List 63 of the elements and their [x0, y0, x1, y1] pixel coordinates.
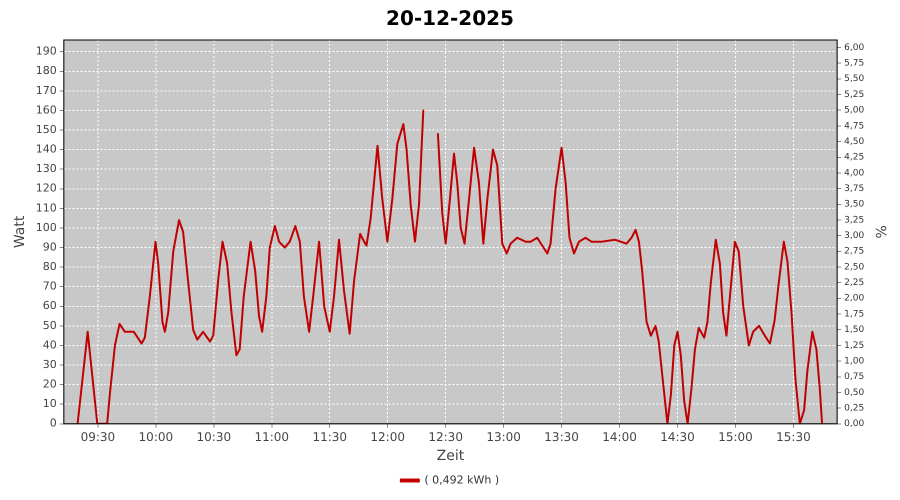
- y-tick-label: 170: [36, 84, 57, 97]
- x-axis-title: Zeit: [436, 448, 465, 464]
- x-tick-label: 09:30: [80, 430, 116, 444]
- y-tick-label: 0: [50, 416, 57, 430]
- x-tick-label: 14:00: [602, 430, 637, 444]
- y2-tick-label: 1,25: [844, 340, 864, 351]
- y2-tick-label: 6,00: [844, 42, 864, 53]
- y-tick-label: 10: [42, 397, 57, 410]
- x-tick-label: 11:00: [254, 430, 290, 444]
- y-tick-label: 70: [42, 280, 57, 293]
- y2-tick-label: 5,50: [844, 74, 864, 84]
- y2-tick-label: 4,50: [844, 136, 864, 147]
- x-tick-label: 13:30: [544, 430, 579, 444]
- y2-tick-label: 5,00: [844, 106, 864, 116]
- legend-label: ( 0,492 kWh ): [424, 473, 500, 486]
- y2-tick-label: 4,00: [844, 168, 864, 178]
- y-tick-label: 90: [42, 240, 57, 254]
- x-tick-label: 11:30: [312, 430, 348, 444]
- x-tick-label: 15:30: [776, 430, 811, 444]
- x-tick-label: 15:00: [718, 430, 753, 444]
- y2-tick-label: 1,75: [844, 309, 864, 320]
- chart-title: 20-12-2025: [386, 6, 514, 30]
- y-tick-label: 150: [36, 122, 57, 136]
- y2-tick-label: 1,50: [844, 325, 864, 336]
- y-tick-label: 40: [42, 338, 57, 352]
- y2-tick-label: 5,25: [844, 90, 864, 100]
- y2-tick-label: 4,75: [844, 121, 864, 132]
- y-tick-label: 180: [36, 64, 57, 78]
- y-tick-label: 80: [42, 260, 57, 274]
- y-axis-title: Watt: [12, 215, 28, 248]
- y2-axis-title: %: [872, 225, 888, 239]
- y2-tick-label: 4,25: [844, 152, 864, 163]
- y-tick-label: 130: [36, 162, 57, 176]
- y2-tick-label: 1,00: [844, 356, 864, 366]
- y2-tick-label: 0,75: [844, 372, 864, 382]
- y2-tick-label: 5,75: [844, 58, 864, 69]
- y-tick-label: 60: [42, 299, 57, 312]
- y-tick-label: 50: [42, 318, 57, 332]
- y-tick-label: 30: [42, 358, 57, 371]
- y2-tick-label: 2,25: [844, 278, 864, 288]
- y2-tick-label: 0,00: [844, 419, 864, 430]
- y2-tick-label: 2,75: [844, 246, 864, 257]
- x-tick-label: 12:00: [370, 430, 405, 444]
- y-tick-label: 160: [36, 103, 57, 116]
- y-tick-label: 100: [36, 220, 57, 234]
- y2-tick-label: 2,50: [844, 262, 864, 272]
- y-tick-label: 140: [36, 142, 57, 156]
- y2-tick-label: 3,75: [844, 184, 864, 194]
- y-tick-label: 20: [42, 377, 57, 390]
- y-tick-label: 110: [36, 201, 57, 214]
- y2-tick-label: 0,50: [844, 388, 864, 398]
- x-tick-label: 14:30: [660, 430, 695, 444]
- y-tick-label: 190: [36, 44, 57, 58]
- y2-tick-label: 3,50: [844, 200, 864, 210]
- y2-tick-label: 2,00: [844, 294, 864, 304]
- y-tick-label: 120: [36, 182, 57, 195]
- x-tick-label: 13:00: [486, 430, 521, 444]
- y2-tick-label: 3,25: [844, 215, 864, 226]
- y2-tick-label: 3,00: [844, 231, 864, 242]
- x-tick-label: 10:00: [138, 430, 174, 444]
- y2-tick-label: 0,25: [844, 403, 864, 414]
- x-tick-label: 12:30: [428, 430, 463, 444]
- x-tick-label: 10:30: [196, 430, 232, 444]
